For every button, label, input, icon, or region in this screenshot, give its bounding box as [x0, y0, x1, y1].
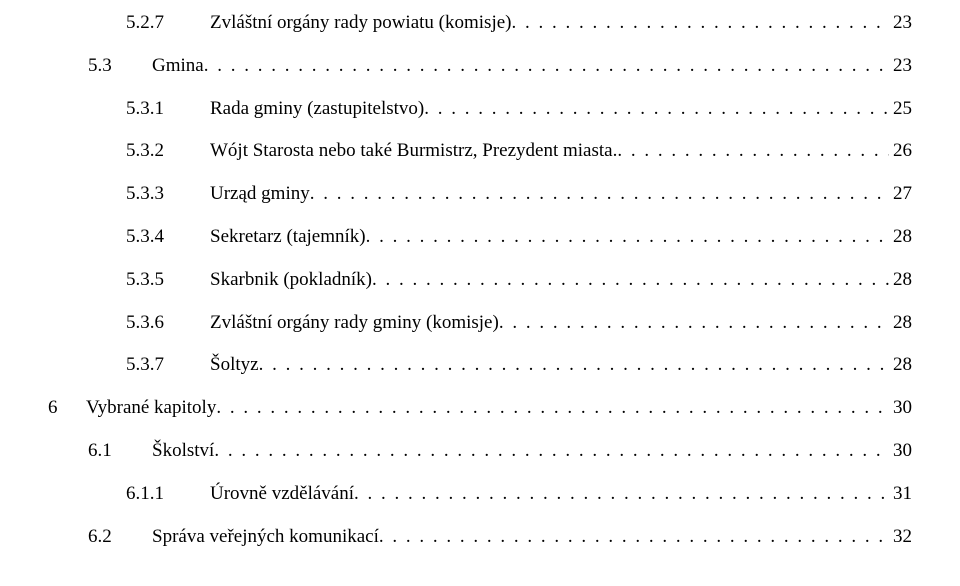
toc-leader-dots	[204, 55, 889, 78]
toc-entry-number: 5.3.3	[126, 183, 210, 206]
toc-entry-title: Rada gminy (zastupitelstvo)	[210, 98, 424, 121]
toc-entry: 5.3Gmina 23	[48, 55, 912, 78]
toc-entry-page: 23	[889, 12, 912, 35]
toc-entry-title: Šoltyz	[210, 354, 259, 377]
toc-entry-page: 28	[889, 269, 912, 292]
toc-entry-number: 6.1	[88, 440, 152, 463]
toc-leader-dots	[259, 354, 889, 377]
toc-entry-page: 28	[889, 226, 912, 249]
toc-leader-dots	[366, 226, 889, 249]
toc-entry: 5.3.2Wójt Starosta nebo také Burmistrz, …	[48, 140, 912, 163]
toc-leader-dots	[214, 440, 889, 463]
toc-entry-title: Vybrané kapitoly	[86, 397, 216, 420]
toc-leader-dots	[424, 98, 889, 121]
toc-entry-number: 5.3.6	[126, 312, 210, 335]
toc-entry: 5.3.4Sekretarz (tajemník) 28	[48, 226, 912, 249]
toc-entry-page: 23	[889, 55, 912, 78]
toc-entry: 5.3.3Urząd gminy 27	[48, 183, 912, 206]
toc-entry: 6.1Školství 30	[48, 440, 912, 463]
toc-entry-title: Sekretarz (tajemník)	[210, 226, 366, 249]
toc-entry-number: 5.3.5	[126, 269, 210, 292]
toc-leader-dots	[354, 483, 889, 506]
toc-entry-title: Urząd gminy	[210, 183, 310, 206]
toc-entry: 5.3.5Skarbnik (pokladník) 28	[48, 269, 912, 292]
toc-entry-title: Úrovně vzdělávání	[210, 483, 354, 506]
toc-leader-dots	[379, 526, 889, 549]
toc-leader-dots	[499, 312, 889, 335]
toc-page: 5.2.7Zvláštní orgány rady powiatu (komis…	[0, 0, 960, 580]
toc-entry-number: 5.3.4	[126, 226, 210, 249]
toc-entry-page: 26	[889, 140, 912, 163]
toc-entry-page: 28	[889, 354, 912, 377]
toc-entry-number: 5.3	[88, 55, 152, 78]
toc-entry: 5.3.6Zvláštní orgány rady gminy (komisje…	[48, 312, 912, 335]
toc-leader-dots	[310, 183, 889, 206]
toc-entry: 6Vybrané kapitoly 30	[48, 397, 912, 420]
toc-entry: 6.2Správa veřejných komunikací 32	[48, 526, 912, 549]
toc-entry-number: 6	[48, 397, 86, 420]
toc-entry-page: 31	[889, 483, 912, 506]
toc-entry-title: Zvláštní orgány rady gminy (komisje)	[210, 312, 499, 335]
toc-leader-dots	[511, 12, 889, 35]
toc-entry-number: 5.3.1	[126, 98, 210, 121]
toc-entry-page: 32	[889, 526, 912, 549]
toc-entry-title: Správa veřejných komunikací	[152, 526, 379, 549]
toc-entry-number: 5.3.2	[126, 140, 210, 163]
toc-entry: 6.1.1Úrovně vzdělávání 31	[48, 483, 912, 506]
toc-entry: 5.2.7Zvláštní orgány rady powiatu (komis…	[48, 12, 912, 35]
toc-entry-page: 30	[889, 440, 912, 463]
toc-entry-page: 27	[889, 183, 912, 206]
toc-entry-page: 25	[889, 98, 912, 121]
toc-entry-number: 5.3.7	[126, 354, 210, 377]
toc-entry-page: 30	[889, 397, 912, 420]
toc-entry: 5.3.7Šoltyz 28	[48, 354, 912, 377]
toc-entry-number: 6.1.1	[126, 483, 210, 506]
toc-entry-title: Školství	[152, 440, 214, 463]
toc-entry-page: 28	[889, 312, 912, 335]
toc-entry-title: Wójt Starosta nebo také Burmistrz, Prezy…	[210, 140, 617, 163]
toc-entry-number: 5.2.7	[126, 12, 210, 35]
toc-entry: 5.3.1Rada gminy (zastupitelstvo) 25	[48, 98, 912, 121]
toc-entry-title: Skarbnik (pokladník)	[210, 269, 372, 292]
toc-entry-title: Zvláštní orgány rady powiatu (komisje)	[210, 12, 511, 35]
toc-leader-dots	[216, 397, 889, 420]
toc-entry-title: Gmina	[152, 55, 204, 78]
toc-leader-dots	[617, 140, 889, 163]
toc-entry-number: 6.2	[88, 526, 152, 549]
toc-leader-dots	[372, 269, 889, 292]
